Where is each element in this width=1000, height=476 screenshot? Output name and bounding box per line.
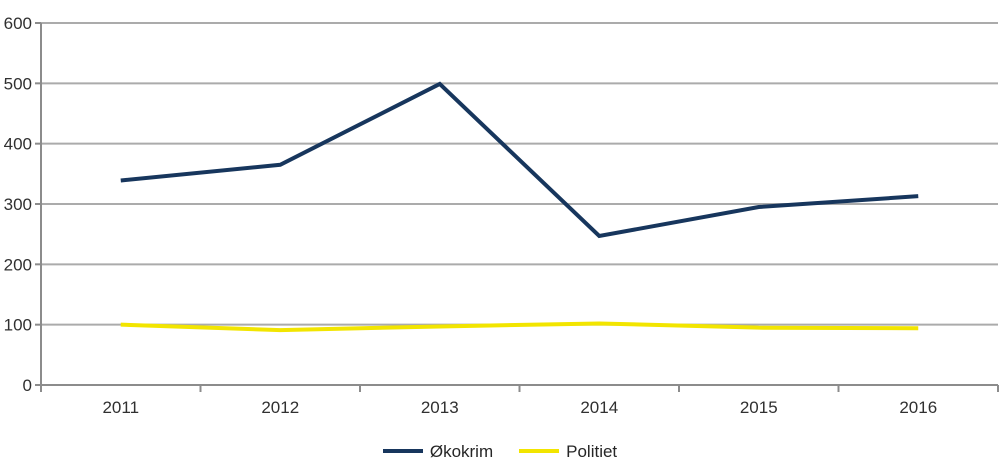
y-tick-label: 200 (4, 255, 32, 274)
y-tick-label: 400 (4, 135, 32, 154)
x-tick-label: 2014 (580, 398, 618, 417)
legend-item-okokrim: Økokrim (382, 441, 494, 461)
x-tick-label: 2012 (261, 398, 299, 417)
x-tick-label: 2015 (740, 398, 778, 417)
plot-area: 0 100 200 300 400 500 600 2011 2012 2013 2014 2015 2… (4, 14, 999, 417)
legend-label-politiet: Politiet (566, 441, 618, 461)
legend-item-politiet: Politiet (519, 443, 617, 460)
x-tick-label: 2016 (899, 398, 937, 417)
x-tick-label: 2011 (102, 398, 139, 417)
y-tick-label: 500 (4, 74, 32, 93)
series-line-0 (120, 81, 919, 239)
y-tick-label: 300 (4, 195, 32, 214)
politiet-line-swatch (519, 449, 560, 453)
y-tick-label: 100 (4, 316, 32, 335)
y-tick-label: 600 (4, 14, 32, 33)
legend: Økokrim Politiet (0, 436, 1000, 466)
legend-label-okokrim: Økokrim (429, 441, 494, 461)
x-tick-label: 2013 (421, 398, 459, 417)
okokrim-line-swatch (382, 449, 423, 453)
series-line-1 (120, 321, 919, 333)
y-tick-label: 0 (23, 376, 32, 395)
